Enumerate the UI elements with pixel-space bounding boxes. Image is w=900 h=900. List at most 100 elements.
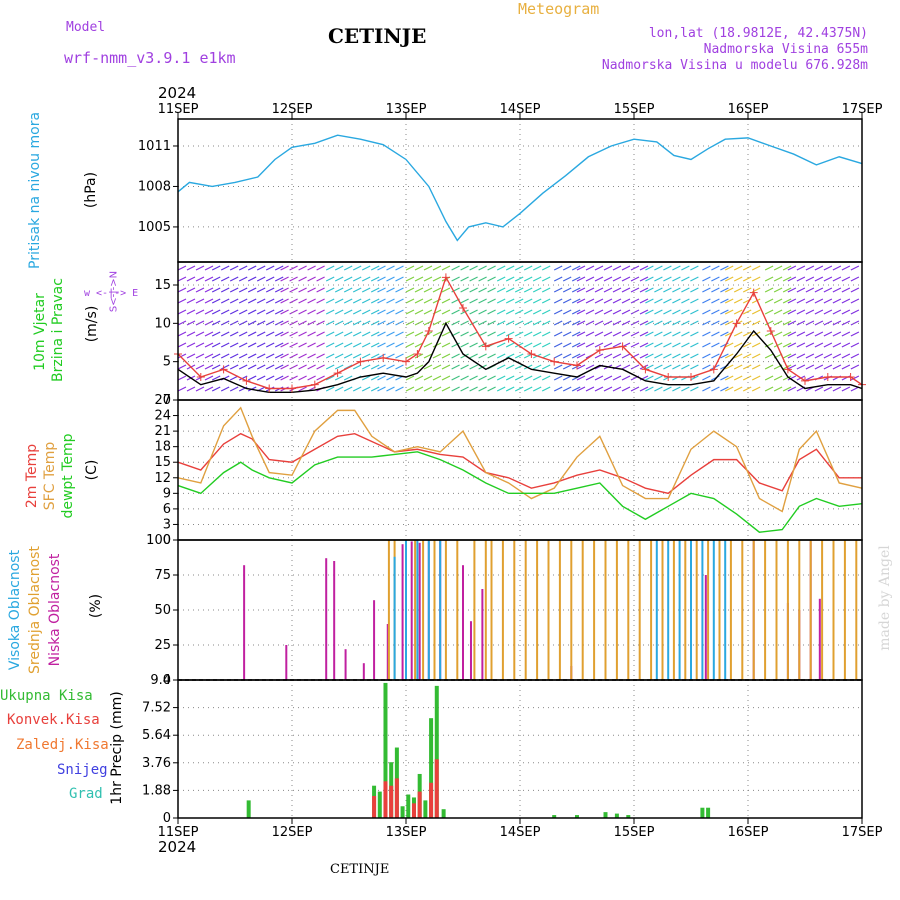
bar-srednja-oblacnost: [718, 540, 721, 680]
bar-niska-oblacnost: [469, 621, 472, 680]
y-tick-label: 6: [163, 502, 171, 517]
y-tick-label: 0: [163, 533, 171, 548]
model-elevation-label: Nadmorska Visina u modelu 676.928m: [601, 58, 868, 73]
bar-srednja-oblacnost: [387, 540, 390, 680]
wind-barb-band: [576, 265, 649, 392]
bar-ukupna-kisa: [246, 800, 251, 818]
bar-visoka-oblacnost: [724, 540, 727, 680]
bar-srednja-oblacnost: [524, 540, 527, 680]
bar-ukupna-kisa: [423, 800, 428, 818]
wind-barb-band: [702, 265, 729, 392]
bar-srednja-oblacnost: [433, 540, 436, 680]
bar-niska-oblacnost: [285, 645, 288, 680]
bar-srednja-oblacnost: [558, 540, 561, 680]
gust-point: [846, 373, 855, 381]
bar-niska-oblacnost: [418, 542, 421, 680]
bar-srednja-oblacnost: [581, 540, 584, 680]
bar-srednja-oblacnost: [775, 540, 778, 680]
model-name: wrf-nmm_v3.9.1 e1km: [64, 49, 236, 67]
x-label-top: 15SEP: [614, 102, 655, 117]
y-tick-label: 0: [163, 811, 171, 826]
bar-niska-oblacnost: [325, 558, 328, 680]
bar-niska-oblacnost: [243, 565, 246, 680]
legend-conv-rain: Konvek.Kisa: [7, 712, 100, 728]
wind-compass: w <-|-> E: [84, 288, 139, 299]
x-label-top: 17SEP: [842, 102, 883, 117]
y-tick-label: 75: [154, 568, 171, 583]
gust-point: [379, 353, 388, 362]
bar-srednja-oblacnost: [638, 540, 641, 680]
bar-konvek-kisa: [372, 795, 377, 818]
bar-srednja-oblacnost: [490, 540, 493, 680]
gust-point: [441, 273, 450, 282]
bar-srednja-oblacnost: [684, 540, 687, 680]
bar-srednja-oblacnost: [798, 540, 801, 680]
gust-point: [265, 384, 274, 393]
gust-point: [504, 334, 513, 343]
wind-barb-band: [724, 265, 761, 392]
bar-srednja-oblacnost: [513, 540, 516, 680]
legend-snow: Snijeg: [57, 762, 108, 778]
gust-point: [749, 288, 758, 297]
bar-visoka-oblacnost: [416, 540, 419, 680]
y-tick-label: 3.76: [142, 756, 171, 771]
bar-visoka-oblacnost: [701, 540, 704, 680]
y-tick-label: 5.64: [142, 728, 171, 743]
y-tick-label: 25: [154, 638, 171, 653]
bar-srednja-oblacnost: [615, 540, 618, 680]
bar-ukupna-kisa: [429, 718, 434, 818]
bar-srednja-oblacnost: [650, 540, 653, 680]
gust-point: [573, 361, 581, 370]
panel-frame-pressure: [177, 118, 863, 263]
bar-srednja-oblacnost: [536, 540, 539, 680]
y-tick-label: 7.52: [142, 701, 171, 716]
bar-ukupna-kisa: [434, 685, 439, 818]
bar-srednja-oblacnost: [473, 540, 476, 680]
gust-point: [618, 342, 627, 351]
bar-visoka-oblacnost: [690, 540, 692, 680]
bar-niska-oblacnost: [386, 624, 389, 680]
x-label-bottom: 17SEP: [842, 825, 883, 840]
y-tick-label: 50: [154, 603, 171, 618]
bar-ukupna-kisa: [626, 815, 631, 818]
x-label-top: 11SEP: [158, 102, 199, 117]
series-line-pritisak-na-nivou-mora: [177, 134, 863, 242]
bar-ukupna-kisa: [406, 794, 411, 818]
bar-srednja-oblacnost: [444, 540, 447, 680]
gust-point: [424, 327, 433, 335]
bar-konvek-kisa: [429, 782, 434, 818]
y-tick-label: 1.88: [142, 783, 171, 798]
gust-point: [732, 319, 741, 328]
bar-niska-oblacnost: [410, 541, 413, 680]
y-tick-label: 9: [163, 486, 171, 501]
bar-niska-oblacnost: [333, 561, 336, 680]
bar-ukupna-kisa: [377, 791, 382, 818]
wind-barb-band: [405, 265, 451, 392]
bar-ukupna-kisa: [575, 815, 579, 818]
x-label-top: 14SEP: [500, 102, 541, 117]
wind-barb-band: [211, 265, 284, 392]
x-label-bottom: 13SEP: [386, 825, 427, 840]
bar-visoka-oblacnost: [655, 540, 658, 680]
bar-srednja-oblacnost: [672, 540, 675, 680]
wind-barb-band: [645, 265, 699, 392]
gust-point: [288, 384, 296, 393]
bar-srednja-oblacnost: [764, 540, 767, 680]
bar-niska-oblacnost: [462, 565, 464, 680]
bar-srednja-oblacnost: [456, 540, 459, 680]
x-label-bottom: 11SEP: [158, 825, 199, 840]
y-tick-label: 0: [163, 393, 171, 408]
gust-point: [310, 380, 319, 389]
bar-konvek-kisa: [383, 781, 388, 818]
model-label: Model: [66, 20, 106, 35]
gust-point: [766, 327, 775, 335]
y-tick-label: 15: [154, 455, 171, 470]
bar-srednja-oblacnost: [695, 540, 698, 680]
gust-point: [550, 357, 559, 366]
bar-ukupna-kisa: [706, 807, 711, 818]
legend-freezing-rain: Zaledj.Kisa: [16, 737, 109, 753]
bar-ukupna-kisa: [552, 815, 557, 818]
bar-ukupna-kisa: [603, 812, 608, 818]
bar-srednja-oblacnost: [414, 540, 417, 680]
x-label-top: 13SEP: [386, 102, 427, 117]
